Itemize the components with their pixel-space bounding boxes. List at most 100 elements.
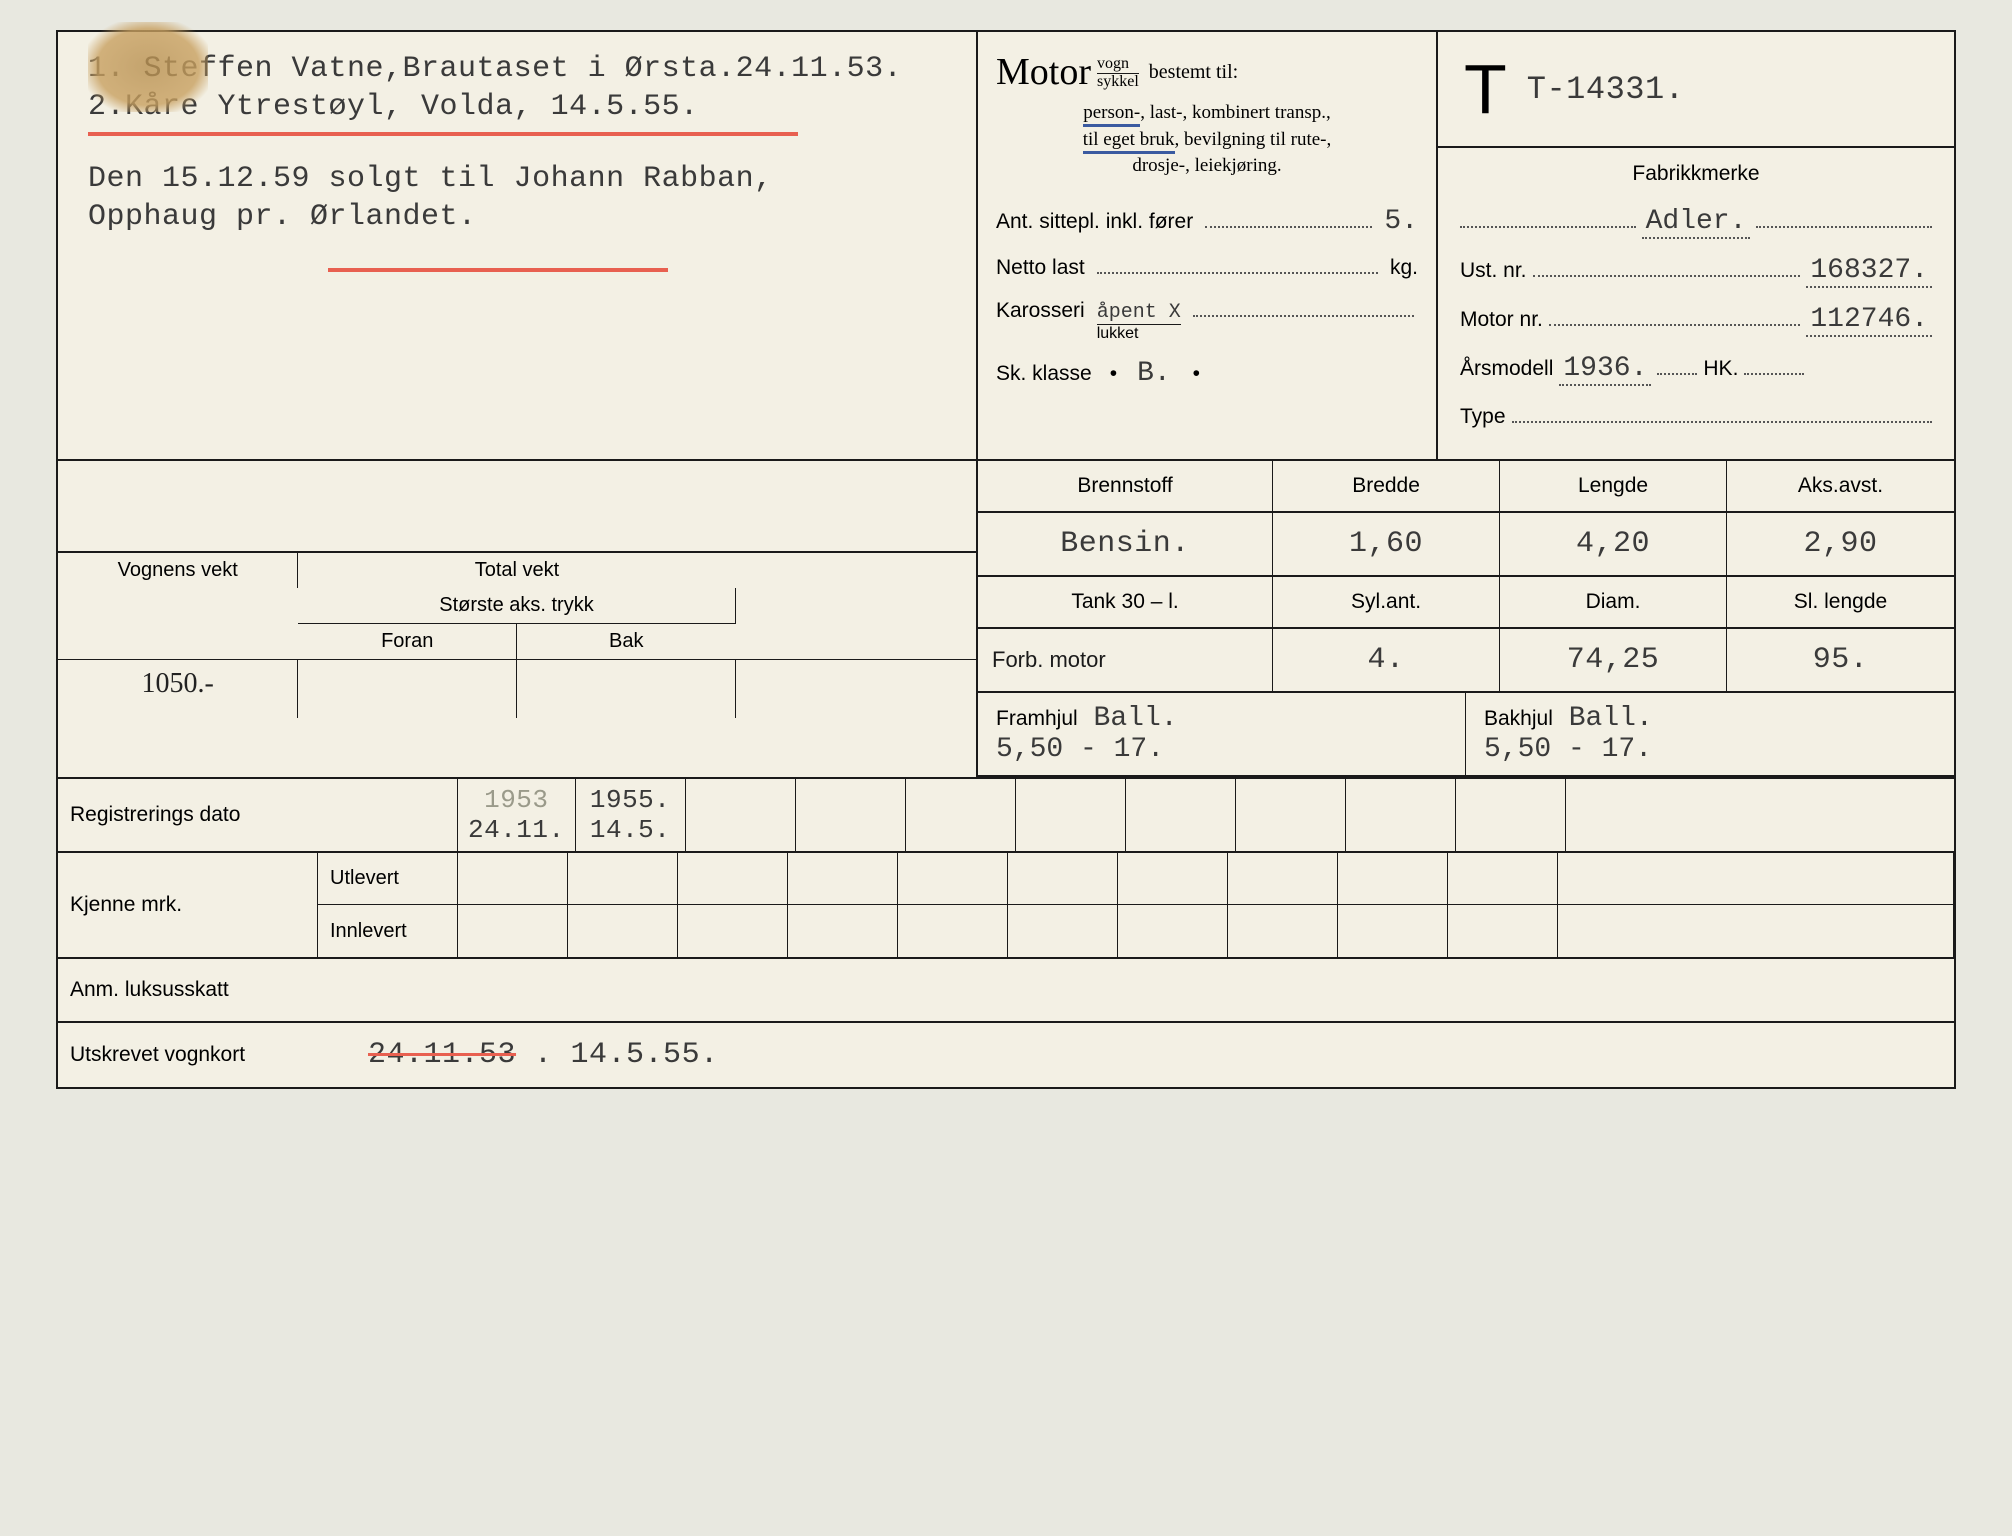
bakhjul-cell: Bakhjul Ball. 5,50 - 17. <box>1466 693 1954 775</box>
motor-block: Motor vogn sykkel bestemt til: person-, … <box>978 32 1438 459</box>
sykkel-label: sykkel <box>1097 74 1139 90</box>
registration-card: 1. Steffen Vatne,Brautaset i Ørsta.24.11… <box>56 30 1956 1089</box>
framhjul-label: Framhjul <box>996 707 1078 730</box>
regdato-y1: 1953 <box>484 785 548 815</box>
motornr-row: Motor nr. 112746. <box>1460 304 1932 337</box>
vognkort-d1: 24.11.53 <box>368 1038 516 1072</box>
aks-label: Største aks. trykk <box>298 588 735 624</box>
type-label: Type <box>1460 405 1506 429</box>
paper-stain <box>88 22 208 112</box>
bakhjul-type: Ball. <box>1569 703 1653 734</box>
aksavst-label: Aks.avst. <box>1727 461 1954 511</box>
vognkort-row: Utskrevet vognkort 24.11.53 . 14.5.55. <box>58 1023 1954 1087</box>
bakhjul-dim: 5,50 - 17. <box>1484 734 1652 765</box>
registration-box: T T-14331. <box>1438 32 1954 148</box>
kjenne-row: Kjenne mrk. Utlevert Innlevert <box>58 853 1954 959</box>
aarsmodell-label: Årsmodell <box>1460 357 1553 381</box>
klasse-label: Sk. klasse <box>996 362 1092 386</box>
framhjul-type: Ball. <box>1094 703 1178 734</box>
hk-label: HK. <box>1703 357 1738 381</box>
netto-kg: kg. <box>1390 256 1418 280</box>
bredde-label: Bredde <box>1273 461 1500 511</box>
weight-values: 1050.- <box>58 660 976 718</box>
specs1-header: Brennstoff Bredde Lengde Aks.avst. <box>978 461 1954 513</box>
klasse-row: Sk. klasse • B. • <box>996 358 1418 389</box>
regdato-cell-2: 1955. 14.5. <box>576 779 686 851</box>
wheels-row: Framhjul Ball. 5,50 - 17. Bakhjul Ball. … <box>978 693 1954 777</box>
seats-row: Ant. sittepl. inkl. fører 5. <box>996 206 1418 237</box>
aarsmodell-row: Årsmodell 1936. HK. <box>1460 353 1932 386</box>
reg-number: T-14331. <box>1527 71 1685 108</box>
tank-label: Tank 30 – l. <box>978 577 1273 627</box>
vognkort-label: Utskrevet vognkort <box>58 1023 358 1087</box>
opt-eget-bruk: til eget bruk <box>1083 129 1175 154</box>
regdato-label: Registrerings dato <box>58 779 458 851</box>
utlevert-row: Utlevert <box>318 853 1954 905</box>
vognkort-d2: 14.5.55. <box>571 1038 719 1072</box>
anm-row: Anm. luksusskatt <box>58 959 1954 1023</box>
sllengde-label: Sl. lengde <box>1727 577 1954 627</box>
opt-person: person- <box>1083 102 1140 127</box>
motornr-label: Motor nr. <box>1460 308 1543 332</box>
klasse-value: B. <box>1137 358 1171 389</box>
brennstoff-label: Brennstoff <box>978 461 1273 511</box>
mid-section: Vognens vekt Største aks. trykk Total ve… <box>58 461 1954 777</box>
karosseri-row: Karosseri åpent X lukket <box>996 296 1418 343</box>
reg-letter: T <box>1464 54 1507 124</box>
lengde-label: Lengde <box>1500 461 1727 511</box>
motornr-value: 112746. <box>1806 304 1932 337</box>
anm-label: Anm. luksusskatt <box>58 959 458 1021</box>
sllengde-value: 95. <box>1813 643 1869 677</box>
seats-label: Ant. sittepl. inkl. fører <box>996 210 1193 234</box>
vognvekt-label: Vognens vekt <box>58 553 298 588</box>
bottom-section: Registrerings dato 1953 24.11. 1955. 14.… <box>58 777 1954 1087</box>
framhjul-dim: 5,50 - 17. <box>996 734 1164 765</box>
regdato-cell-1: 1953 24.11. <box>458 779 576 851</box>
vogn-label: vogn <box>1097 56 1139 74</box>
forbmotor-label: Forb. motor <box>992 647 1106 673</box>
regdato-y2: 1955. <box>590 785 671 815</box>
right-column: T T-14331. Fabrikkmerke Adler. Ust. nr. … <box>1438 32 1954 459</box>
motor-title: Motor <box>996 50 1091 94</box>
motor-fields: Ant. sittepl. inkl. fører 5. Netto last … <box>996 206 1418 406</box>
aksavst-value: 2,90 <box>1803 527 1877 561</box>
vognkort-sep: . <box>534 1038 553 1072</box>
kjenne-label: Kjenne mrk. <box>58 853 318 957</box>
type-row: Type <box>1460 402 1932 429</box>
left-spacer: Vognens vekt Største aks. trykk Total ve… <box>58 461 978 777</box>
top-zone: 1. Steffen Vatne,Brautaset i Ørsta.24.11… <box>58 32 1954 461</box>
vognvekt-value: 1050.- <box>142 668 214 699</box>
apen-lukket: åpent X lukket <box>1097 302 1181 343</box>
regdato-d2: 14.5. <box>590 815 671 845</box>
weight-header: Vognens vekt Største aks. trykk Total ve… <box>58 553 976 660</box>
bakhjul-label: Bakhjul <box>1484 707 1553 730</box>
ustnr-label: Ust. nr. <box>1460 259 1527 283</box>
specs-stack: Brennstoff Bredde Lengde Aks.avst. Bensi… <box>978 461 1954 777</box>
regdato-d1: 24.11. <box>468 815 565 845</box>
sale-note-2: Opphaug pr. Ørlandet. <box>88 200 951 234</box>
opt-line3: drosje-, leiekjøring. <box>996 153 1418 180</box>
fabrikk-title: Fabrikkmerke <box>1460 162 1932 186</box>
sylant-label: Syl.ant. <box>1273 577 1500 627</box>
specs2-values: Forb. motor 4. 74,25 95. <box>978 629 1954 693</box>
motor-heading: Motor vogn sykkel bestemt til: <box>996 50 1418 94</box>
aarsmodell-value: 1936. <box>1559 353 1651 386</box>
specs2-header: Tank 30 – l. Syl.ant. Diam. Sl. lengde <box>978 577 1954 629</box>
framhjul-cell: Framhjul Ball. 5,50 - 17. <box>978 693 1466 775</box>
sylant-value: 4. <box>1368 643 1405 677</box>
netto-label: Netto last <box>996 256 1085 280</box>
apen-value: åpent X <box>1097 302 1181 325</box>
weight-table: Vognens vekt Største aks. trykk Total ve… <box>58 551 976 718</box>
bak-label: Bak <box>517 624 736 659</box>
foran-label: Foran <box>298 624 517 659</box>
diam-label: Diam. <box>1500 577 1727 627</box>
merke-value: Adler. <box>1642 206 1751 239</box>
vogn-sykkel: vogn sykkel <box>1097 56 1139 90</box>
ustnr-row: Ust. nr. 168327. <box>1460 255 1932 288</box>
utlevert-label: Utlevert <box>318 853 458 904</box>
diam-value: 74,25 <box>1567 643 1660 677</box>
red-underline-2 <box>328 268 668 272</box>
bestemt-label: bestemt til: <box>1149 61 1238 84</box>
lukket-label: lukket <box>1097 325 1181 343</box>
red-underline-1 <box>88 132 798 136</box>
